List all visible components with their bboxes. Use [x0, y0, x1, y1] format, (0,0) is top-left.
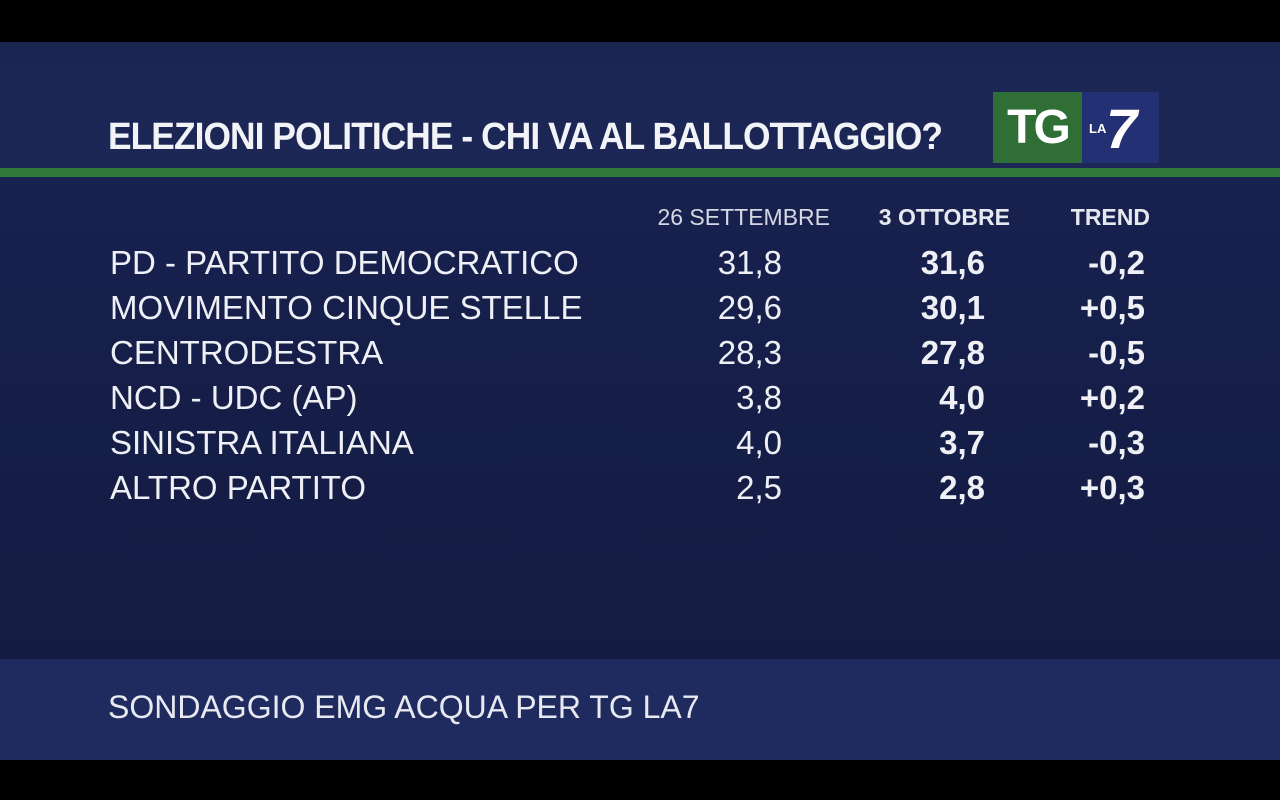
value-oct3: 3,7	[939, 424, 985, 461]
table-row: CENTRODESTRA 28,3 27,8 -0,5	[0, 330, 1280, 375]
value-oct3: 31,6	[920, 244, 985, 281]
page-title: ELEZIONI POLITICHE - CHI VA AL BALLOTTAG…	[108, 116, 943, 158]
party-name: PD - PARTITO DEMOCRATICO	[110, 244, 579, 281]
value-trend: +0,5	[1079, 289, 1145, 326]
value-sep26: 31,8	[717, 244, 782, 281]
value-oct3: 4,0	[939, 379, 985, 416]
value-sep26: 28,3	[717, 334, 782, 371]
value-oct3: 2,8	[939, 469, 985, 506]
value-sep26: 4,0	[736, 424, 782, 461]
value-trend: -0,3	[1088, 424, 1145, 461]
green-divider	[0, 168, 1280, 177]
value-sep26: 2,5	[736, 469, 782, 506]
logo-tg: TG	[993, 92, 1082, 163]
table-row: PD - PARTITO DEMOCRATICO 31,8 31,6 -0,2	[0, 240, 1280, 285]
party-name: NCD - UDC (AP)	[110, 379, 358, 416]
party-name: MOVIMENTO CINQUE STELLE	[110, 289, 583, 326]
value-oct3: 27,8	[920, 334, 985, 371]
value-sep26: 29,6	[717, 289, 782, 326]
party-name: SINISTRA ITALIANA	[110, 424, 414, 461]
logo-seven: 7	[1106, 97, 1138, 160]
party-name: ALTRO PARTITO	[110, 469, 367, 506]
value-oct3: 30,1	[920, 289, 985, 326]
table-row: ALTRO PARTITO 2,5 2,8 +0,3	[0, 465, 1280, 510]
party-name: CENTRODESTRA	[110, 334, 384, 371]
value-trend: -0,5	[1088, 334, 1145, 371]
column-header-sep26: 26 SETTEMBRE	[657, 204, 830, 230]
value-trend: +0,3	[1079, 469, 1145, 506]
table-row: SINISTRA ITALIANA 4,0 3,7 -0,3	[0, 420, 1280, 465]
table-row: NCD - UDC (AP) 3,8 4,0 +0,2	[0, 375, 1280, 420]
tg-la7-logo: TG LA 7	[993, 92, 1159, 163]
value-trend: +0,2	[1079, 379, 1145, 416]
logo-la7-box: LA 7	[1082, 92, 1159, 163]
poll-source: SONDAGGIO EMG ACQUA PER TG LA7	[108, 689, 700, 725]
value-sep26: 3,8	[736, 379, 782, 416]
value-trend: -0,2	[1088, 244, 1145, 281]
poll-panel: ELEZIONI POLITICHE - CHI VA AL BALLOTTAG…	[0, 42, 1280, 760]
column-header-oct3: 3 OTTOBRE	[878, 204, 1010, 230]
logo-la: LA	[1089, 121, 1107, 136]
table-row: MOVIMENTO CINQUE STELLE 29,6 30,1 +0,5	[0, 285, 1280, 330]
footer-band: SONDAGGIO EMG ACQUA PER TG LA7	[0, 659, 1280, 760]
column-header-trend: TREND	[1070, 204, 1150, 230]
